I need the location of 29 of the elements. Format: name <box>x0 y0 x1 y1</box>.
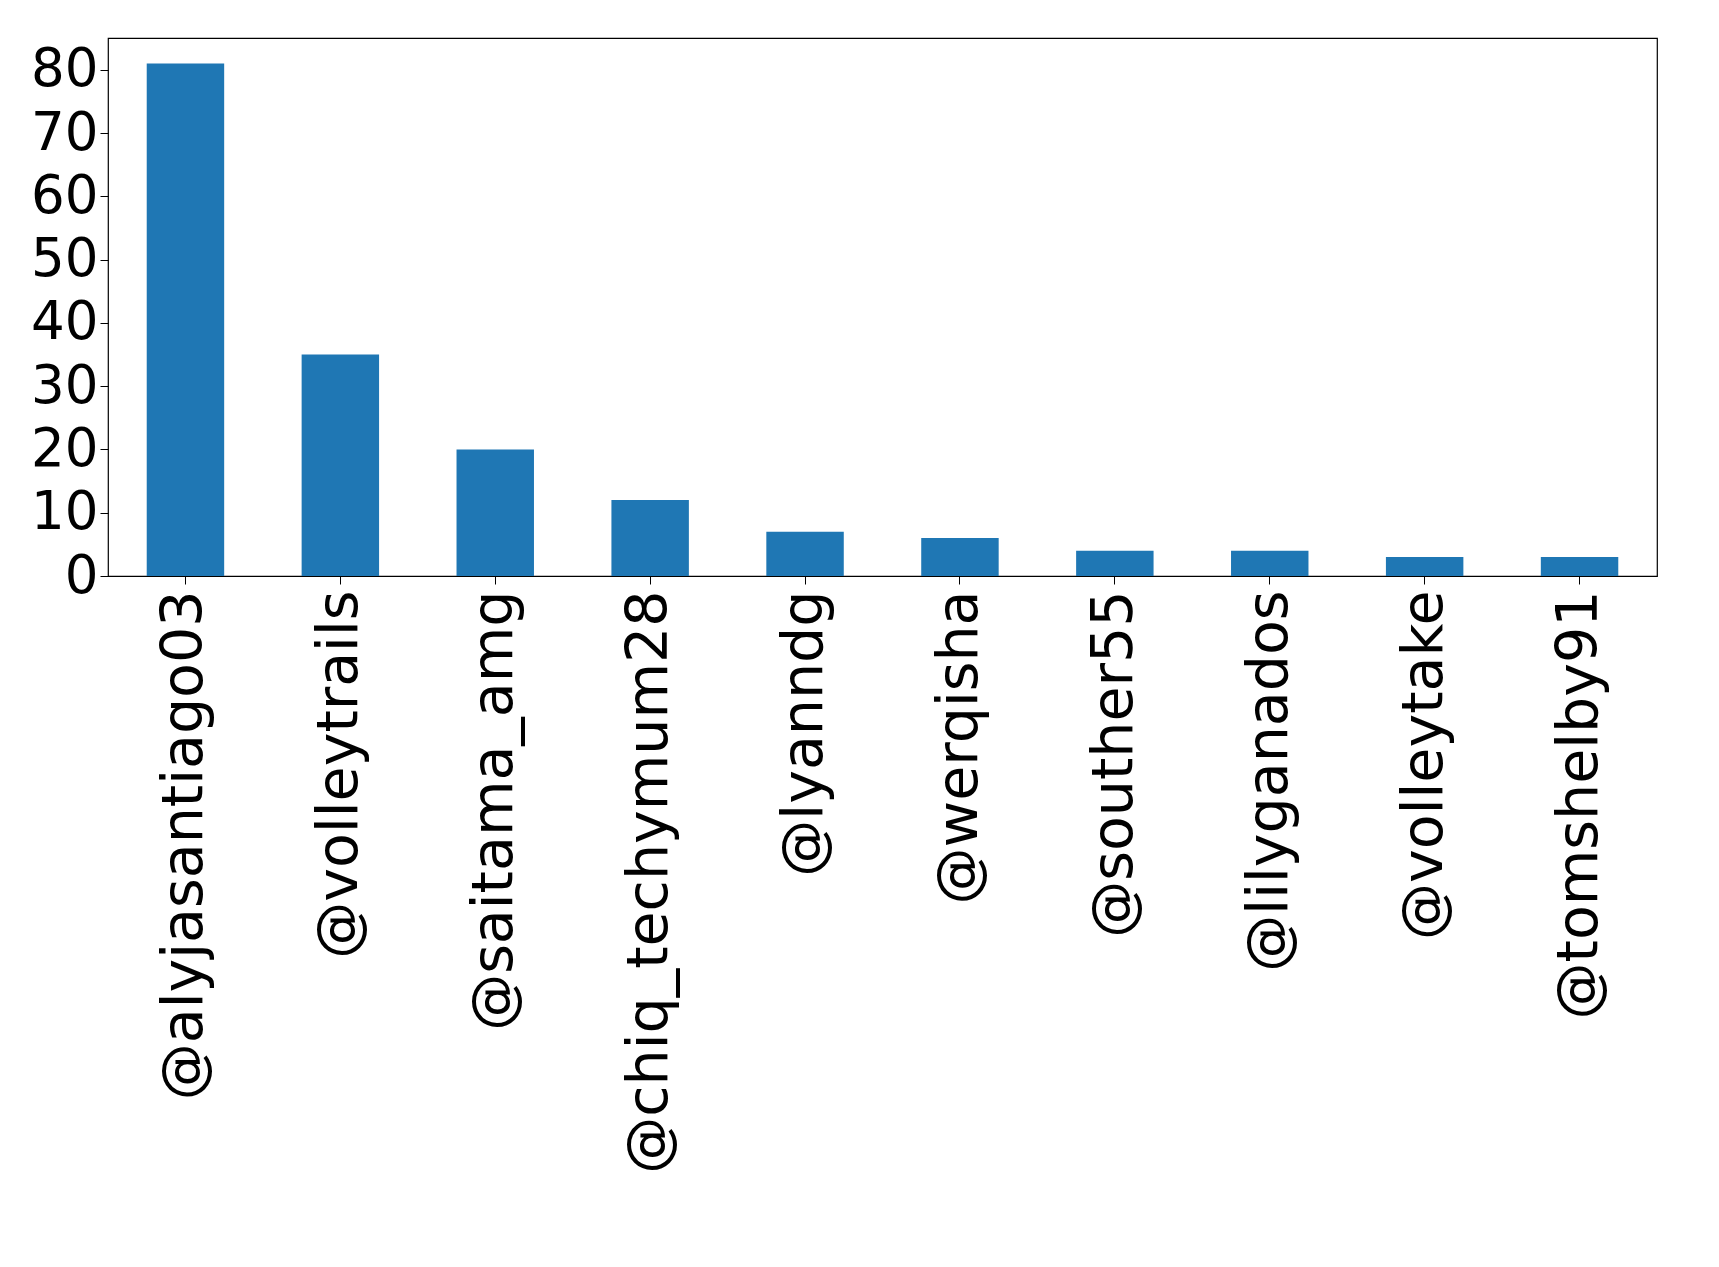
y-tick-label: 20 <box>31 416 99 478</box>
x-tick-label: @werqisha <box>923 590 990 905</box>
y-tick-label: 40 <box>31 290 99 352</box>
bar <box>1540 557 1619 576</box>
x-tick-label: @saitama_amg <box>459 590 526 1031</box>
x-tick-label: @tomshelby91 <box>1543 590 1610 1020</box>
y-tick-label: 0 <box>64 543 99 605</box>
x-tick-label: @souther55 <box>1078 590 1145 938</box>
bar <box>766 531 844 576</box>
bar <box>456 449 534 576</box>
x-tick-label: @volleytrails <box>304 590 371 959</box>
y-tick-label: 70 <box>31 100 99 162</box>
y-tick-label: 10 <box>31 480 99 542</box>
x-tick-label: @volleytake <box>1388 590 1455 940</box>
bar <box>921 538 999 576</box>
x-tick-label: @chiq_techymum28 <box>614 590 681 1174</box>
y-tick-label: 80 <box>31 37 99 99</box>
y-tick-label: 60 <box>31 163 99 225</box>
bar <box>1385 557 1464 576</box>
bar <box>301 354 380 576</box>
bar <box>611 500 689 576</box>
bar <box>1076 550 1154 576</box>
x-tick-label: @alyjasantiago03 <box>149 590 216 1101</box>
x-tick-label: @lilyganados <box>1233 590 1300 972</box>
y-tick-label: 50 <box>31 227 99 289</box>
bar <box>146 63 225 576</box>
bar <box>1231 550 1309 576</box>
y-tick-label: 30 <box>31 353 99 415</box>
x-tick-label: @lyanndg <box>769 590 836 877</box>
